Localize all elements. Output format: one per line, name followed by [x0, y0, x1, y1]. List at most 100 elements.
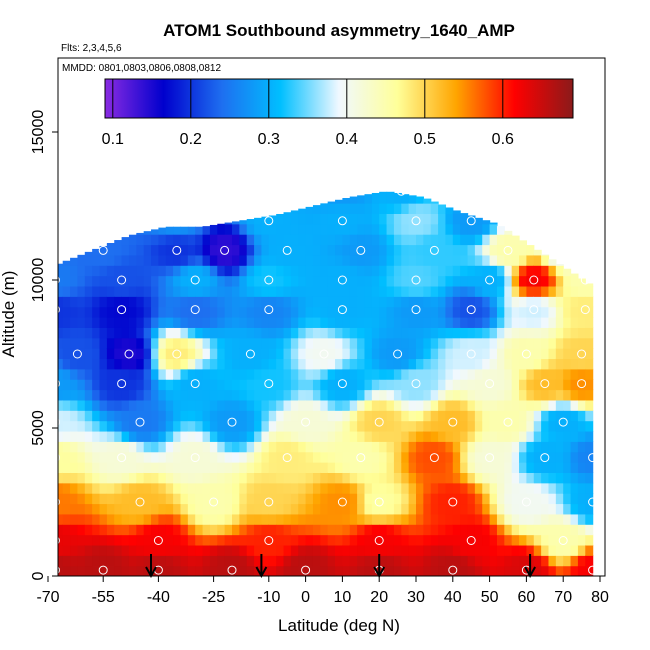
heat-cell: [526, 420, 535, 432]
heat-cell: [430, 462, 439, 473]
heat-cell: [151, 482, 159, 494]
dates-note: MMDD: 0801,0803,0806,0808,0812: [62, 63, 221, 74]
heat-cell: [106, 420, 115, 432]
heat-cell: [423, 234, 432, 246]
heat-cell: [165, 410, 174, 422]
heat-cell: [474, 555, 483, 567]
heat-cell: [489, 285, 498, 297]
heat-cell: [246, 441, 255, 453]
heat-cell: [128, 379, 137, 391]
heat-cell: [106, 275, 115, 287]
heat-cell: [342, 430, 351, 442]
heat-cell: [371, 285, 380, 297]
sample-marker: [466, 305, 476, 315]
heat-cell: [342, 565, 351, 576]
heat-cell: [312, 555, 321, 567]
heat-cell: [232, 410, 240, 422]
heat-cell: [92, 358, 101, 370]
heat-cell: [217, 493, 226, 505]
heat-cell: [84, 534, 93, 546]
heat-cell: [195, 285, 204, 297]
heat-cell: [416, 524, 424, 536]
heat-cell: [438, 204, 447, 214]
heat-cell: [393, 524, 402, 536]
heat-cell: [92, 430, 101, 442]
heat-cell: [430, 265, 439, 277]
heat-cell: [298, 513, 307, 525]
heat-cell: [349, 389, 358, 401]
heat-cell: [320, 555, 329, 567]
heat-cell: [445, 524, 454, 536]
heat-cell: [467, 254, 476, 266]
heat-cell: [482, 524, 491, 536]
y-axis-label: Altitude (m): [0, 271, 18, 358]
heat-cell: [99, 379, 108, 391]
heat-cell: [106, 306, 115, 318]
heat-cell: [136, 379, 145, 391]
heat-cell: [165, 534, 174, 546]
heat-cell: [136, 337, 145, 349]
heat-cell: [438, 472, 447, 484]
heat-cell: [357, 368, 366, 380]
heat-cell: [445, 399, 454, 411]
heat-cell: [335, 565, 343, 576]
heat-cell: [165, 337, 174, 349]
heat-cell: [460, 306, 469, 318]
heat-cell: [327, 337, 336, 349]
heat-cell: [320, 441, 329, 453]
heat-cell: [165, 462, 174, 473]
heat-cell: [511, 327, 520, 339]
heat-cell: [496, 524, 505, 536]
heat-cell: [541, 254, 550, 266]
heat-cell: [290, 210, 299, 214]
heat-cell: [364, 213, 373, 225]
heat-cell: [77, 430, 86, 442]
heat-cell: [452, 503, 461, 515]
heat-cell: [151, 544, 159, 556]
heat-cell: [386, 327, 395, 339]
colorbar-tick-label: 0.4: [336, 131, 358, 148]
heat-cell: [357, 503, 366, 515]
heat-cell: [570, 462, 579, 473]
heat-cell: [290, 462, 299, 473]
heat-cell: [128, 420, 137, 432]
heat-cell: [224, 451, 233, 463]
heat-cell: [151, 441, 159, 453]
heat-cell: [92, 534, 101, 546]
heat-cell: [268, 306, 277, 318]
heat-cell: [128, 285, 137, 297]
heat-cell: [158, 399, 167, 411]
heat-cell: [386, 234, 395, 246]
heat-cell: [445, 544, 454, 556]
heat-cell: [452, 493, 461, 505]
heat-cell: [165, 493, 174, 505]
heat-cell: [548, 451, 557, 463]
heat-cell: [246, 503, 255, 515]
heat-cell: [70, 503, 79, 515]
heat-cell: [99, 327, 108, 339]
heat-cell: [393, 223, 402, 235]
heat-cell: [77, 451, 86, 463]
sample-marker: [209, 497, 219, 507]
heat-cell: [106, 430, 115, 442]
heat-cell: [165, 265, 174, 277]
heat-cell: [555, 348, 564, 360]
heat-cell: [173, 226, 182, 235]
heat-cell: [305, 513, 314, 525]
heat-cell: [70, 482, 79, 494]
heat-cell: [541, 389, 550, 401]
heat-cell: [239, 220, 248, 225]
heat-cell: [496, 493, 505, 505]
sample-marker: [337, 186, 347, 196]
heat-cell: [254, 379, 263, 391]
heat-cell: [541, 451, 550, 463]
heat-cell: [563, 451, 572, 463]
heat-cell: [209, 555, 218, 567]
heat-cell: [570, 337, 579, 349]
heat-cell: [386, 399, 395, 411]
heat-cell: [408, 420, 417, 432]
heat-cell: [232, 317, 240, 328]
heat-cell: [84, 565, 93, 576]
heat-cell: [283, 275, 292, 287]
heat-cell: [335, 296, 343, 308]
